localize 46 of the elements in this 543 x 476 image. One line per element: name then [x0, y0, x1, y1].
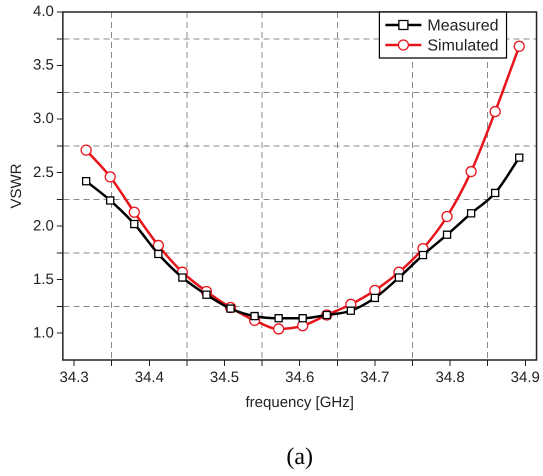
point [441, 210, 453, 222]
point [514, 40, 525, 52]
point [515, 153, 524, 162]
point [370, 294, 380, 302]
y-tick-label: 3.0 [32, 110, 54, 128]
point [154, 250, 163, 258]
point [272, 323, 284, 335]
x-tick-label: 34.5 [210, 369, 240, 386]
point [298, 314, 307, 322]
y-tick-label: 4.0 [32, 3, 54, 20]
point [82, 176, 90, 186]
y-tick-label: 1.5 [32, 270, 54, 288]
y-tick-label: 1.0 [32, 324, 54, 342]
point [178, 273, 187, 282]
x-tick-label: 34.9 [510, 369, 540, 386]
point [418, 250, 428, 260]
y-tick-label: 3.5 [32, 56, 54, 74]
legend-label: Measured [427, 17, 499, 34]
point [442, 230, 452, 239]
point [490, 106, 501, 118]
point [466, 209, 476, 218]
point [274, 314, 283, 322]
point [394, 273, 404, 282]
point [465, 166, 477, 178]
point [128, 206, 140, 218]
y-axis-title: VSWR [8, 163, 26, 208]
point [250, 312, 259, 320]
x-tick-label: 34.6 [285, 369, 314, 386]
y-tick-label: 2.5 [32, 164, 54, 181]
point [346, 306, 356, 315]
legend-label: Simulated [427, 37, 499, 54]
point [202, 290, 211, 299]
point [130, 220, 138, 228]
y-tick-label: 2.0 [32, 217, 54, 234]
x-tick-label: 34.3 [60, 369, 89, 386]
x-tick-label: 34.4 [134, 369, 164, 386]
point [104, 171, 116, 183]
point [80, 144, 92, 156]
point [152, 240, 164, 252]
text: (a) [286, 444, 314, 470]
x-tick-label: 34.8 [435, 369, 465, 386]
point [490, 188, 500, 198]
x-tick-label: 34.7 [360, 369, 390, 386]
x-axis-title: frequency [GHz] [245, 394, 354, 412]
point [106, 196, 114, 205]
point [226, 304, 235, 313]
